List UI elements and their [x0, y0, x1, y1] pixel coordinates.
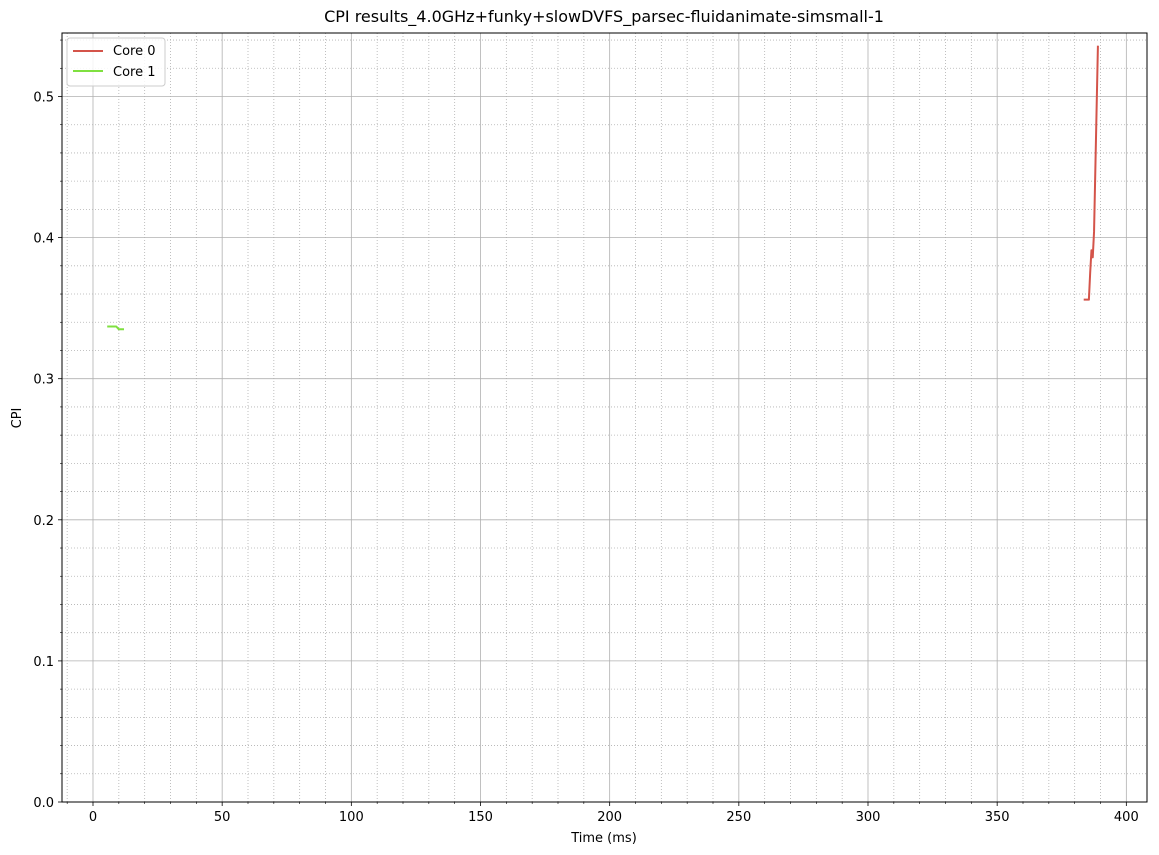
x-tick-label: 250 — [726, 810, 751, 825]
plot-frame — [61, 32, 1148, 803]
x-tick-label: 50 — [214, 810, 231, 825]
legend-label-core-0: Core 0 — [113, 44, 156, 59]
y-tick-label: 0.3 — [33, 373, 54, 388]
y-tick-label: 0.1 — [33, 655, 54, 670]
minor-grid — [62, 33, 1147, 802]
tick-labels: 0 50 100 150 200 250 300 350 400 0.0 0.1 0.2 0.3 0.4 0… — [33, 90, 1138, 825]
y-axis-label: CPI — [10, 408, 25, 429]
legend: Core 0 Core 1 — [66, 37, 166, 87]
x-tick-label: 100 — [339, 810, 364, 825]
legend-label-core-1: Core 1 — [113, 65, 156, 80]
y-tick-label: 0.2 — [33, 514, 54, 529]
x-tick-label: 300 — [856, 810, 881, 825]
y-tick-label: 0.4 — [33, 232, 54, 247]
series-layer — [107, 45, 1099, 331]
y-tick-label: 0.5 — [33, 90, 54, 105]
series-line-core-0 — [1083, 45, 1099, 301]
x-tick-label: 150 — [468, 810, 493, 825]
y-tick-label: 0.0 — [33, 796, 54, 811]
x-tick-label: 200 — [597, 810, 622, 825]
chart-title: CPI results_4.0GHz+funky+slowDVFS_parsec… — [324, 7, 884, 27]
axis-ticks — [58, 39, 1127, 806]
x-tick-label: 350 — [985, 810, 1010, 825]
plot-background — [62, 33, 1147, 802]
x-tick-label: 400 — [1114, 810, 1139, 825]
x-axis-label: Time (ms) — [570, 831, 637, 846]
major-grid — [62, 33, 1147, 803]
x-tick-label: 0 — [89, 810, 97, 825]
series-line-core-1 — [107, 325, 124, 331]
